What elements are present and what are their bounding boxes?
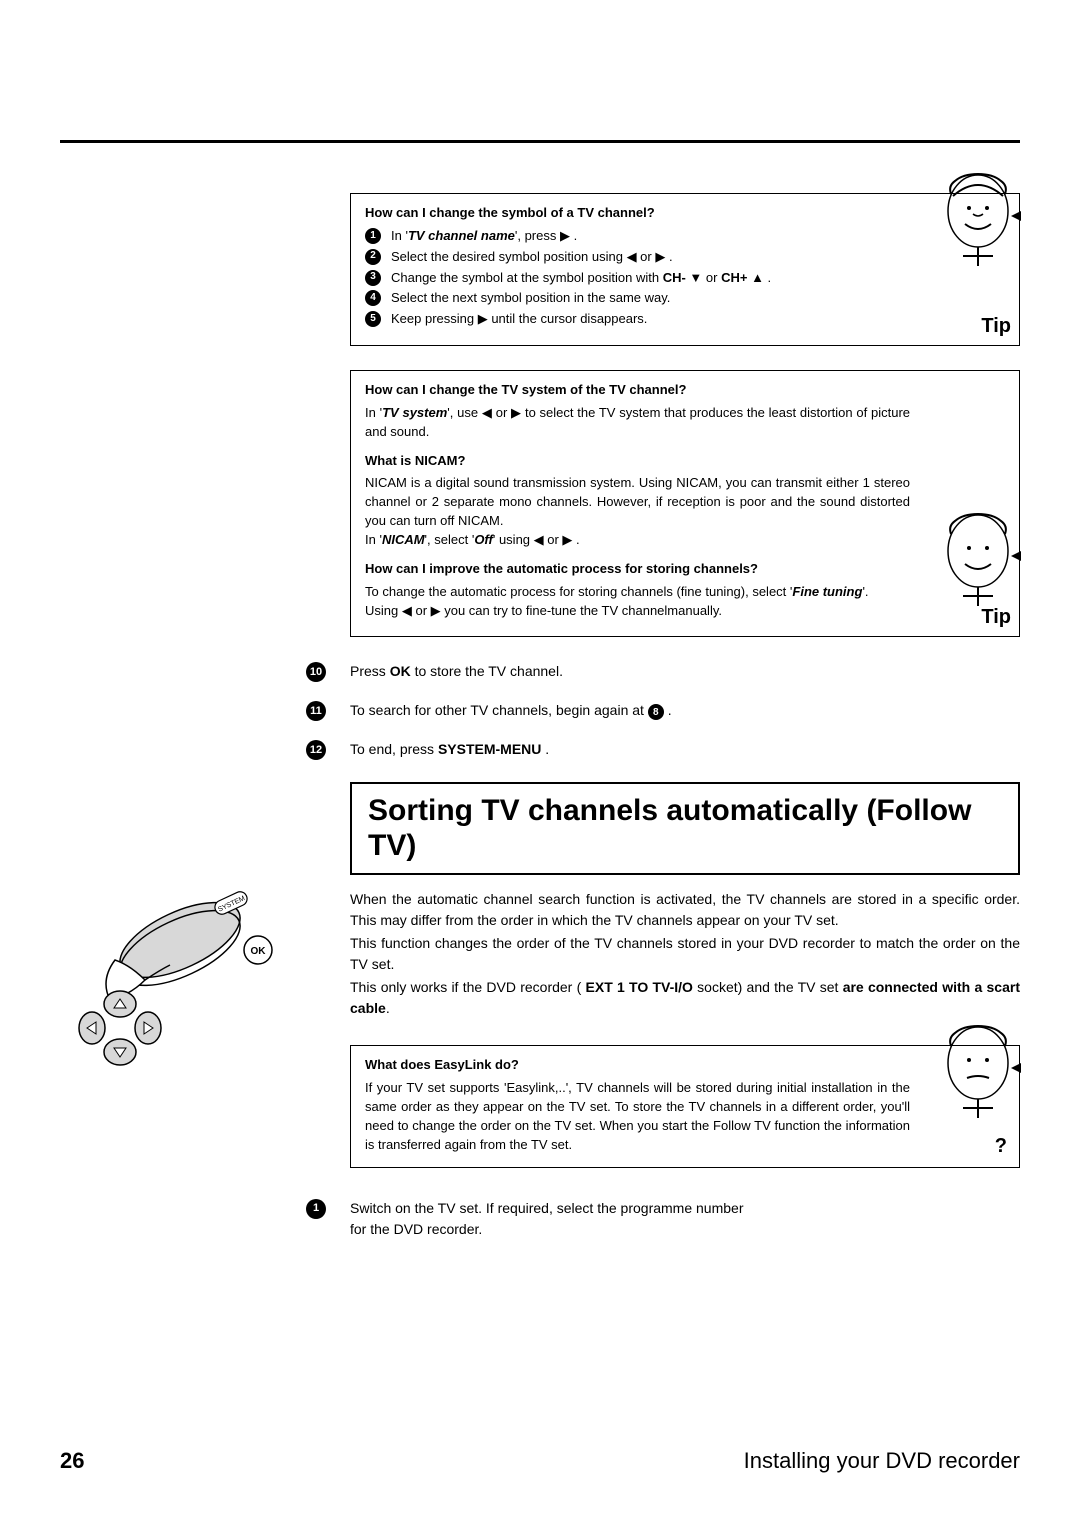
tip2-q2-body: NICAM is a digital sound transmission sy… <box>365 474 1005 531</box>
tip2-q3-body2: Using ◀ or ▶ you can try to fine-tune th… <box>365 602 1005 621</box>
footer-title: Installing your DVD recorder <box>744 1448 1020 1474</box>
p3a: This only works if the DVD recorder ( <box>350 979 586 995</box>
tip-face-icon <box>933 506 1023 606</box>
step-12: 12 To end, press SYSTEM-MENU . <box>306 739 1020 760</box>
bullet-11: 11 <box>306 701 326 721</box>
remote-control-illustration: SYSTEM OK <box>60 870 280 1070</box>
step-11: 11 To search for other TV channels, begi… <box>306 700 1020 721</box>
step-12-text: To end, press SYSTEM-MENU . <box>350 739 549 760</box>
tip1-step-text: Select the next symbol position in the s… <box>391 289 670 308</box>
step-11-text: To search for other TV channels, begin a… <box>350 700 672 721</box>
page-footer: 26 Installing your DVD recorder <box>60 1448 1020 1474</box>
step-10-text: Press OK to store the TV channel. <box>350 661 563 682</box>
p3b: EXT 1 TO TV-I/O <box>586 979 693 995</box>
tip-box-change-symbol: How can I change the symbol of a TV chan… <box>350 193 1020 346</box>
tip-face-icon <box>933 166 1023 266</box>
tip2-q1-body: In 'TV system', use ◀ or ▶ to select the… <box>365 404 1005 442</box>
section-p1: When the automatic channel search functi… <box>350 889 1020 931</box>
p3e: . <box>386 1000 390 1016</box>
tip1-step-text: Change the symbol at the symbol position… <box>391 269 771 288</box>
bullet-1: 1 <box>306 1199 326 1219</box>
section-p3: This only works if the DVD recorder ( EX… <box>350 977 1020 1019</box>
bullet-5: 5 <box>365 311 381 327</box>
bullet-3: 3 <box>365 270 381 286</box>
tip2-q1-heading: How can I change the TV system of the TV… <box>365 381 1005 400</box>
p3c: socket) and the TV set <box>693 979 843 995</box>
tip1-step-text: Keep pressing ▶ until the cursor disappe… <box>391 310 647 329</box>
bullet-2: 2 <box>365 249 381 265</box>
step-11-text-b: . <box>664 702 672 718</box>
top-rule <box>60 140 1020 143</box>
tip1-heading: How can I change the symbol of a TV chan… <box>365 204 1005 223</box>
step-1-text: Switch on the TV set. If required, selec… <box>350 1198 760 1240</box>
section-title: Sorting TV channels automatically (Follo… <box>368 794 1002 863</box>
tip2-q3-body: To change the automatic process for stor… <box>365 583 1005 602</box>
question-mark: ? <box>995 1132 1007 1161</box>
question-face-icon <box>933 1018 1023 1118</box>
tip-label: Tip <box>981 312 1011 341</box>
main-content: How can I change the symbol of a TV chan… <box>350 193 1020 1240</box>
tip2-q2-heading: What is NICAM? <box>365 452 1005 471</box>
bullet-10: 10 <box>306 662 326 682</box>
bullet-12: 12 <box>306 740 326 760</box>
bullet-1: 1 <box>365 228 381 244</box>
page-number: 26 <box>60 1448 84 1474</box>
section-title-box: Sorting TV channels automatically (Follo… <box>350 782 1020 875</box>
tip1-steps: 1 In 'TV channel name', press ▶ . 2 Select… <box>365 227 1005 329</box>
tip2-q3-heading: How can I improve the automatic process … <box>365 560 1005 579</box>
ref-bullet-8: 8 <box>648 704 664 720</box>
tip1-step-text: In 'TV channel name', press ▶ . <box>391 227 577 246</box>
step-1-followtv: 1 Switch on the TV set. If required, sel… <box>306 1198 1020 1240</box>
tip3-body: If your TV set supports 'Easylink,..', T… <box>365 1079 1005 1154</box>
step-11-text-a: To search for other TV channels, begin a… <box>350 702 648 718</box>
bullet-4: 4 <box>365 290 381 306</box>
section-p2: This function changes the order of the T… <box>350 933 1020 975</box>
svg-text:OK: OK <box>251 946 267 957</box>
tip2-q2-body2: In 'NICAM', select 'Off' using ◀ or ▶ . <box>365 531 1005 550</box>
tip-box-tv-system: How can I change the TV system of the TV… <box>350 370 1020 637</box>
tip-label: Tip <box>981 603 1011 632</box>
tip1-step-text: Select the desired symbol position using… <box>391 248 673 267</box>
tip-box-easylink: What does EasyLink do? If your TV set su… <box>350 1045 1020 1167</box>
step-10: 10 Press OK to store the TV channel. <box>306 661 1020 682</box>
tip3-heading: What does EasyLink do? <box>365 1056 1005 1075</box>
